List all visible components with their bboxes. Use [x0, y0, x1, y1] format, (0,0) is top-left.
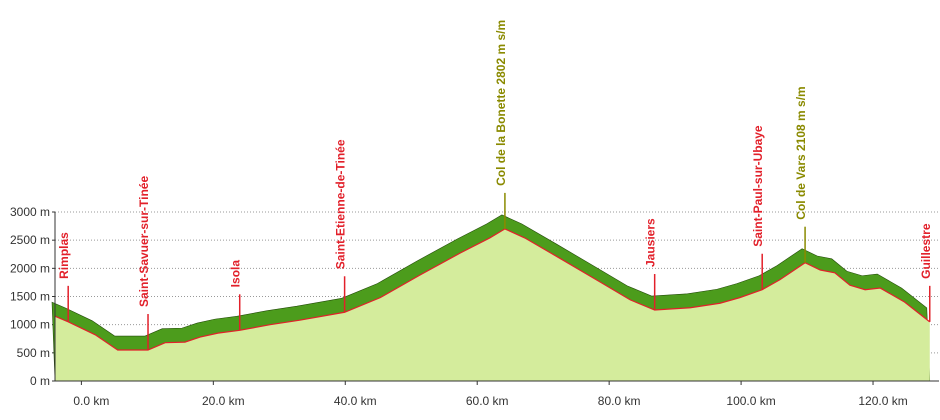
waypoint-label: Rimplas [57, 232, 71, 279]
waypoint-label: Col de Vars 2108 m s/m [794, 86, 808, 219]
profile-line [54, 228, 931, 351]
profile-area [55, 228, 930, 381]
y-tick-label: 0 m [30, 374, 50, 388]
y-tick-label: 500 m [17, 346, 50, 360]
x-tick-label: 20.0 km [202, 394, 245, 408]
waypoint-label: Guillestre [919, 223, 933, 279]
x-tick-label: 40.0 km [334, 394, 377, 408]
waypoint-label: Col de la Bonette 2802 m s/m [494, 20, 508, 186]
y-tick-label: 3000 m [10, 205, 50, 219]
x-tick-label: 0.0 km [73, 394, 109, 408]
waypoint-label: Saint-Etienne-de-Tinée [334, 139, 348, 269]
x-tick-label: 120.0 km [858, 394, 907, 408]
y-tick-label: 2000 m [10, 261, 50, 275]
y-tick-label: 1500 m [10, 290, 50, 304]
y-tick-label: 2500 m [10, 233, 50, 247]
waypoint-label: Saint-Savuer-sur-Tinée [137, 176, 151, 307]
x-tick-label: 60.0 km [466, 394, 509, 408]
y-tick-label: 1000 m [10, 318, 50, 332]
waypoint-label: Isola [229, 260, 243, 288]
waypoint-label: Saint-Paul-sur-Ubaye [751, 125, 765, 247]
x-tick-label: 80.0 km [598, 394, 641, 408]
waypoint-label: Jausiers [644, 218, 658, 267]
x-tick-label: 100.0 km [726, 394, 775, 408]
